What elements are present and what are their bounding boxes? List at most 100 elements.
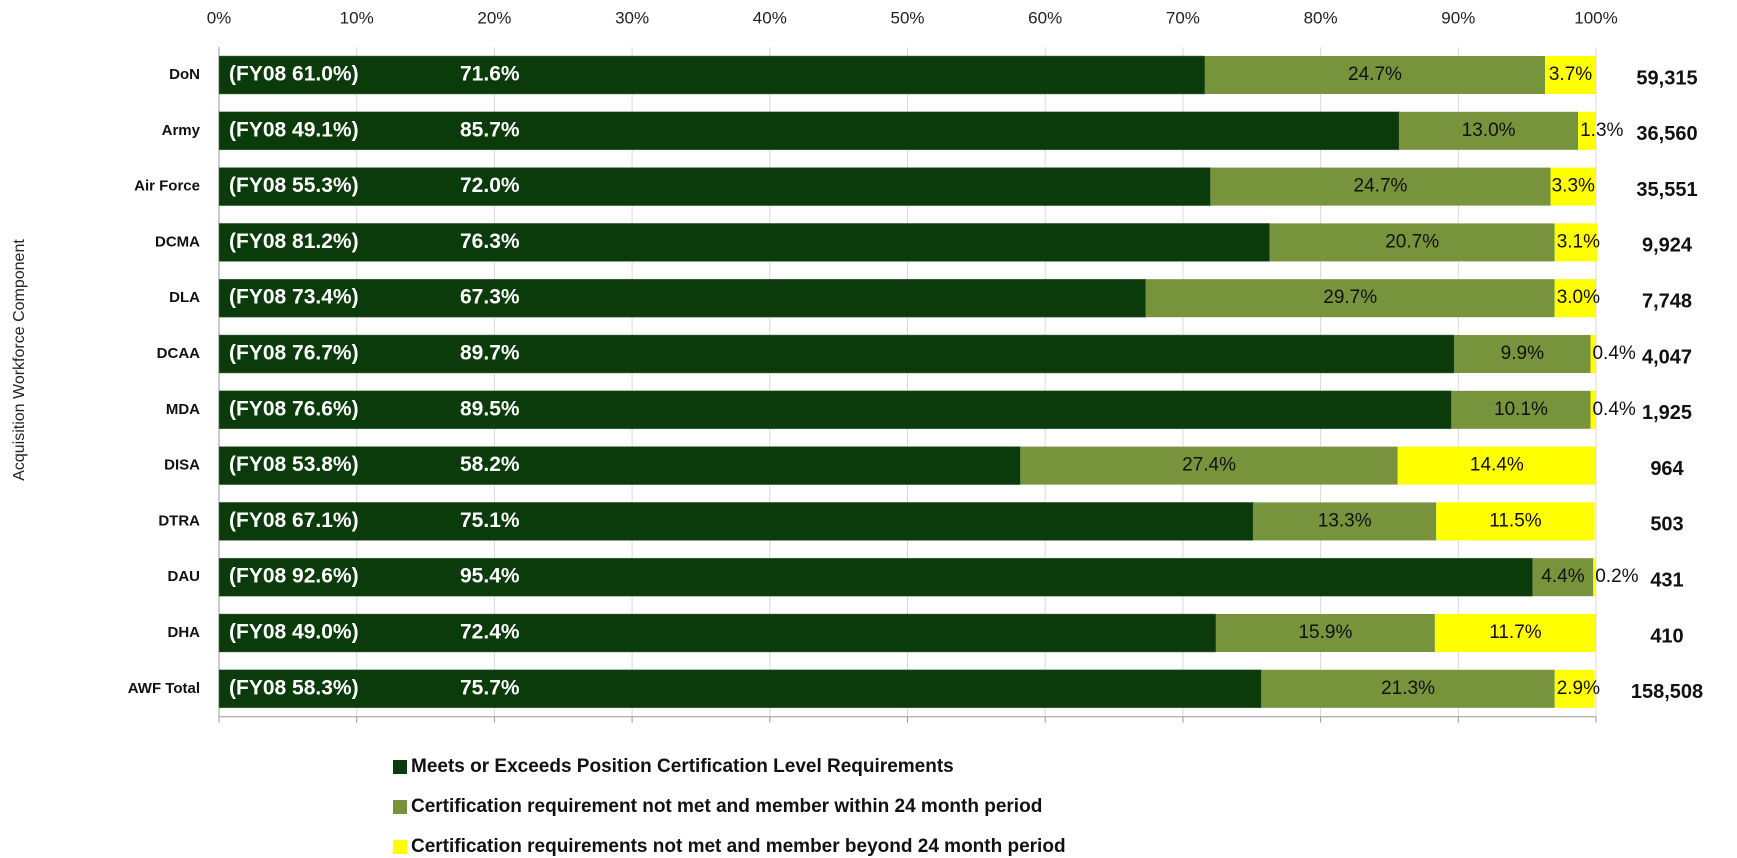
fy08-label: (FY08 92.6%) xyxy=(229,565,359,588)
total-label: 7,748 xyxy=(1642,290,1692,312)
value-label: 3.7% xyxy=(1549,64,1592,85)
value-label: 24.7% xyxy=(1348,64,1402,85)
value-label: 2.9% xyxy=(1557,678,1600,699)
total-label: 35,551 xyxy=(1636,179,1697,201)
x-tick-label: 20% xyxy=(477,8,511,27)
category-label: MDA xyxy=(166,401,200,418)
bar-segment xyxy=(1253,502,1437,541)
bar-segment xyxy=(218,167,1211,206)
fy08-label: (FY08 55.3%) xyxy=(229,174,359,197)
legend-swatch xyxy=(393,840,407,854)
bar-segment xyxy=(1261,669,1555,708)
bar-segment xyxy=(1545,56,1596,94)
bar-segment xyxy=(1399,111,1579,150)
total-label: 59,315 xyxy=(1636,67,1697,89)
bar-segment xyxy=(1215,614,1435,652)
bar-segment xyxy=(218,223,1270,262)
value-label: 14.4% xyxy=(1470,455,1524,476)
bar-segment xyxy=(1397,446,1596,485)
value-label: 72.4% xyxy=(460,621,520,644)
category-label: DAU xyxy=(168,568,201,585)
value-label: 21.3% xyxy=(1381,678,1435,699)
value-label: 13.3% xyxy=(1318,510,1372,531)
bar-segment xyxy=(218,55,1206,95)
category-label: DoN xyxy=(169,66,200,83)
category-label: DISA xyxy=(164,457,200,474)
x-tick-label: 100% xyxy=(1574,8,1617,27)
total-label: 964 xyxy=(1650,458,1684,480)
bar-segment xyxy=(1434,614,1596,652)
bar-segment xyxy=(1451,390,1591,429)
value-label: 0.2% xyxy=(1595,566,1638,587)
total-label: 9,924 xyxy=(1642,235,1693,257)
fy08-label: (FY08 76.7%) xyxy=(229,342,359,365)
value-label: 15.9% xyxy=(1298,622,1352,643)
x-tick-label: 90% xyxy=(1441,8,1475,27)
bar-segment xyxy=(218,111,1400,151)
value-label: 89.7% xyxy=(460,342,520,365)
total-label: 410 xyxy=(1650,625,1683,647)
value-label: 3.3% xyxy=(1552,176,1595,197)
fy08-label: (FY08 53.8%) xyxy=(229,453,359,476)
legend-label: Certification requirements not met and m… xyxy=(411,836,1066,857)
bar-segment xyxy=(218,334,1455,374)
total-label: 431 xyxy=(1650,569,1683,591)
value-label: 29.7% xyxy=(1323,287,1377,308)
value-label: 24.7% xyxy=(1354,176,1408,197)
value-label: 58.2% xyxy=(460,453,520,476)
category-label: DCAA xyxy=(157,345,200,362)
bar-segment xyxy=(1145,279,1555,318)
value-label: 71.6% xyxy=(460,63,520,86)
fy08-label: (FY08 76.6%) xyxy=(229,397,359,420)
total-label: 36,560 xyxy=(1636,123,1697,145)
legend-label: Meets or Exceeds Position Certification … xyxy=(411,756,954,777)
value-label: 9.9% xyxy=(1501,343,1544,364)
category-label: DCMA xyxy=(155,233,200,250)
bar-segment xyxy=(218,669,1262,709)
fy08-label: (FY08 61.0%) xyxy=(229,63,359,86)
x-tick-label: 10% xyxy=(340,8,374,27)
value-label: 3.0% xyxy=(1557,287,1600,308)
fy08-label: (FY08 67.1%) xyxy=(229,509,359,532)
total-label: 4,047 xyxy=(1642,346,1692,368)
bar-segment xyxy=(1020,446,1398,485)
category-label: AWF Total xyxy=(128,680,200,697)
bar-segment xyxy=(1436,502,1595,541)
value-label: 1.3% xyxy=(1580,120,1623,141)
bar-segment xyxy=(218,613,1217,653)
fy08-label: (FY08 81.2%) xyxy=(229,230,359,253)
value-label: 0.4% xyxy=(1592,399,1635,420)
value-label: 20.7% xyxy=(1385,231,1439,252)
bar-segment xyxy=(1593,558,1596,597)
bar-segment xyxy=(1554,223,1598,262)
category-label: DHA xyxy=(168,624,201,641)
bar-segment xyxy=(1454,335,1591,373)
value-label: 11.7% xyxy=(1489,622,1542,643)
category-label: DLA xyxy=(169,289,200,306)
x-tick-label: 60% xyxy=(1028,8,1062,27)
value-label: 89.5% xyxy=(460,397,520,420)
bar-segment xyxy=(1578,111,1596,150)
category-label: Air Force xyxy=(134,178,200,195)
y-axis-label: Acquisition Workforce Component xyxy=(11,239,28,481)
legend-swatch xyxy=(393,760,407,774)
fy08-label: (FY08 73.4%) xyxy=(229,286,359,309)
bar-segment xyxy=(218,390,1452,430)
fy08-label: (FY08 58.3%) xyxy=(229,676,359,699)
bar-segment xyxy=(1590,390,1596,429)
total-label: 503 xyxy=(1650,514,1683,536)
value-label: 72.0% xyxy=(460,174,520,197)
category-label: DTRA xyxy=(158,512,200,529)
value-label: 75.1% xyxy=(460,509,520,532)
bar-segment xyxy=(1210,167,1551,206)
value-label: 75.7% xyxy=(460,676,520,699)
x-tick-label: 70% xyxy=(1166,8,1200,27)
x-tick-label: 30% xyxy=(615,8,649,27)
bar-segment xyxy=(1550,167,1596,206)
bar-segment xyxy=(1269,223,1555,262)
legend-swatch xyxy=(393,800,407,814)
x-tick-label: 0% xyxy=(207,8,232,27)
fy08-label: (FY08 49.1%) xyxy=(229,118,359,141)
total-label: 1,925 xyxy=(1642,402,1692,424)
bar-segment xyxy=(1204,56,1546,94)
